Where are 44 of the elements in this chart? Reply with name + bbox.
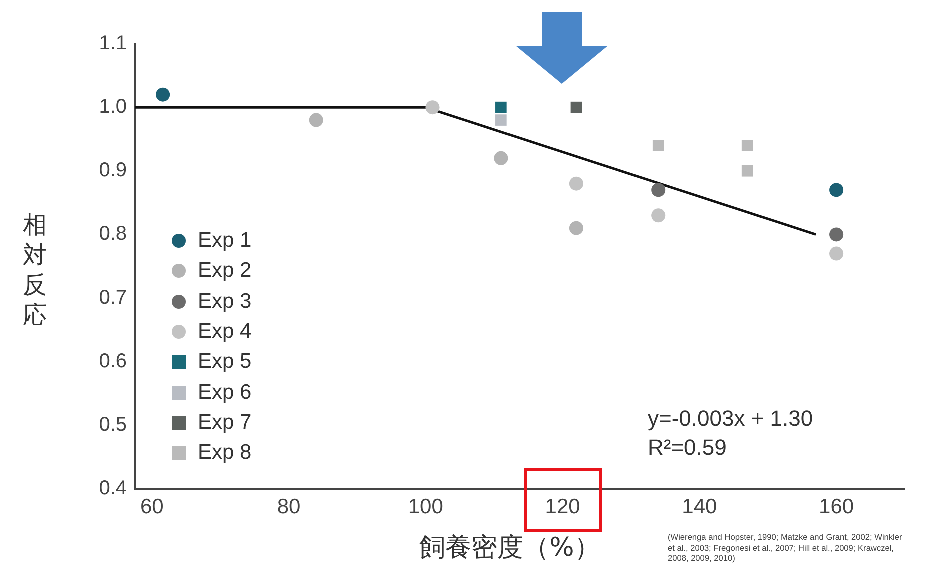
point bbox=[652, 183, 666, 198]
y-tick-label: 0.6 bbox=[99, 350, 127, 372]
y-tick-label: 0.5 bbox=[99, 414, 127, 436]
point bbox=[830, 246, 844, 261]
x-tick-label: 100 bbox=[408, 495, 444, 518]
annotation: y=-0.003x + 1.30 bbox=[648, 405, 814, 433]
y-tick-label: 0.4 bbox=[99, 478, 127, 500]
point bbox=[494, 151, 508, 166]
y-axis-title: 相対反応 bbox=[22, 210, 48, 330]
point bbox=[156, 88, 170, 102]
legend-label: Exp 1 bbox=[198, 229, 252, 254]
point bbox=[569, 176, 584, 191]
annotation: R²=0.59 bbox=[648, 434, 728, 462]
y-tick-label: 0.8 bbox=[99, 223, 127, 246]
point bbox=[830, 183, 844, 198]
legend-label: Exp 2 bbox=[198, 259, 252, 284]
y-tick-label: 1.1 bbox=[99, 32, 127, 55]
x-axis-title: 飼養密度（%） bbox=[420, 533, 600, 563]
point bbox=[496, 102, 507, 114]
point bbox=[569, 221, 584, 236]
point bbox=[496, 114, 507, 126]
point bbox=[742, 165, 754, 177]
legend-label: Exp 8 bbox=[198, 441, 252, 466]
point bbox=[426, 100, 440, 115]
x-tick-label: 120 bbox=[545, 495, 580, 518]
point bbox=[309, 113, 324, 128]
point bbox=[742, 140, 754, 152]
legend-label: Exp 5 bbox=[198, 350, 252, 374]
y-tick-label: 1.0 bbox=[99, 96, 127, 118]
y-tick-label: 0.7 bbox=[99, 286, 127, 309]
x-tick-label: 60 bbox=[140, 495, 164, 518]
point bbox=[652, 208, 666, 223]
legend-label: Exp 6 bbox=[198, 380, 252, 405]
y-tick-label: 0.9 bbox=[99, 160, 127, 182]
point bbox=[830, 228, 844, 242]
text: (Wierenga and Hopster, 1990; Matzke and Grant, 2002; Winkler et al., 2003; Fregonesi et al., 2007; Hill et al., 2009; Krawczel, 2008, 2009, 2010) bbox=[668, 532, 904, 564]
point bbox=[570, 102, 582, 114]
legend-label: Exp 4 bbox=[198, 320, 252, 344]
x-tick-label: 80 bbox=[277, 495, 301, 518]
x-tick-label: 140 bbox=[682, 495, 718, 518]
x-tick-label: 160 bbox=[819, 495, 854, 518]
point bbox=[652, 140, 664, 152]
legend-label: Exp 7 bbox=[198, 410, 252, 435]
legend-label: Exp 3 bbox=[198, 290, 252, 314]
